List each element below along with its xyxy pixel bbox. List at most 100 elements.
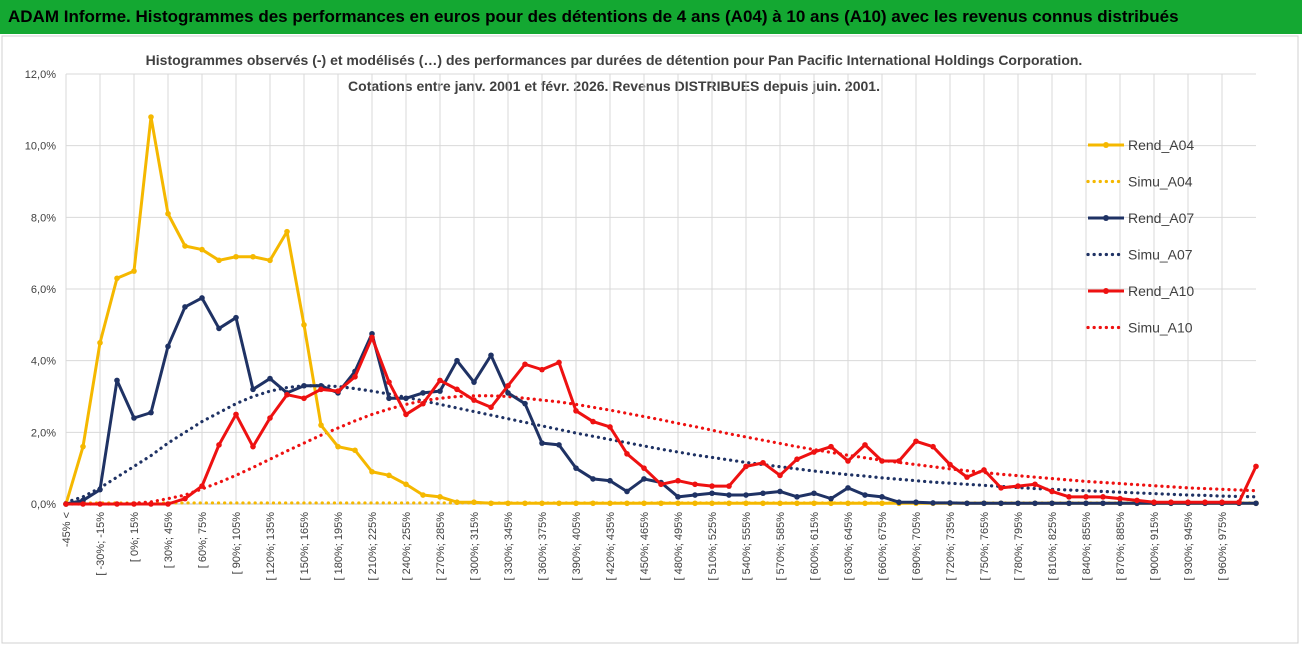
point-rend-a10 — [488, 404, 494, 411]
legend-label-rend-a04: Rend_A04 — [1128, 137, 1194, 153]
x-tick-label: [ 750%; 765% — [979, 512, 991, 581]
x-tick-label: [ 120%; 135% — [265, 512, 277, 581]
point-rend-a07 — [454, 357, 460, 364]
point-rend-a10 — [845, 458, 851, 464]
x-tick-label: [ 570%; 585% — [775, 512, 787, 581]
point-rend-a10 — [1032, 481, 1038, 488]
point-rend-a10 — [471, 397, 477, 403]
chart-border — [1, 35, 1299, 644]
point-rend-a07 — [1117, 500, 1123, 507]
x-tick-label: [ 600%; 615% — [809, 512, 821, 581]
point-rend-a10 — [947, 461, 953, 468]
point-rend-a04 — [777, 500, 783, 507]
x-tick-label: [ 390%; 405% — [571, 512, 583, 581]
point-rend-a04 — [216, 257, 222, 264]
legend-item-rend-a10: Rend_A10 — [1088, 283, 1194, 299]
point-rend-a10 — [284, 391, 290, 398]
point-rend-a10 — [148, 501, 154, 507]
x-tick-label: [ 0%; 15% — [129, 512, 141, 562]
y-tick-label: 10,0% — [25, 141, 56, 153]
x-tick-label: [ 60%; 75% — [197, 512, 209, 568]
point-rend-a10 — [777, 472, 783, 479]
point-rend-a10 — [1100, 494, 1106, 500]
point-rend-a10 — [692, 481, 698, 488]
point-rend-a10 — [318, 386, 324, 393]
point-rend-a04 — [148, 114, 154, 120]
point-rend-a07 — [1015, 500, 1021, 507]
chart-container: Histogrammes observés (-) et modélisés (… — [0, 34, 1302, 647]
point-rend-a07 — [556, 442, 562, 448]
point-rend-a10 — [1202, 499, 1208, 506]
point-rend-a07 — [607, 477, 613, 484]
x-tick-label: [ 150%; 165% — [299, 512, 311, 581]
point-rend-a07 — [199, 295, 205, 301]
point-rend-a07 — [896, 499, 902, 506]
point-rend-a04 — [233, 253, 239, 260]
y-tick-label: 2,0% — [31, 427, 56, 439]
x-tick-label: [ 450%; 465% — [639, 512, 651, 581]
point-rend-a10 — [1253, 463, 1259, 470]
x-tick-label: [ 360%; 375% — [537, 512, 549, 581]
point-rend-a04 — [420, 492, 426, 498]
point-rend-a04 — [726, 500, 732, 507]
x-tick-label: [ 630%; 645% — [843, 512, 855, 581]
point-rend-a04 — [318, 422, 324, 428]
legend-item-rend-a07: Rend_A07 — [1088, 210, 1194, 226]
point-rend-a07 — [1100, 500, 1106, 507]
x-tick-label: [ 690%; 705% — [911, 512, 923, 581]
point-rend-a07 — [267, 375, 273, 382]
legend-marker-rend-a10 — [1103, 288, 1109, 294]
x-tick-label: [ 210%; 225% — [367, 512, 379, 581]
x-tick-label: [ 720%; 735% — [945, 512, 957, 581]
point-rend-a04 — [794, 500, 800, 507]
point-rend-a04 — [675, 500, 681, 507]
line-simu-a10 — [64, 394, 1258, 506]
point-rend-a04 — [641, 500, 647, 507]
point-rend-a07 — [403, 395, 409, 402]
series-rend-a10 — [63, 334, 1259, 507]
point-rend-a10 — [641, 465, 647, 471]
point-rend-a07 — [233, 314, 239, 321]
point-rend-a10 — [522, 361, 528, 368]
point-rend-a04 — [522, 500, 528, 507]
point-rend-a07 — [879, 494, 885, 500]
point-rend-a04 — [692, 500, 698, 507]
x-tick-label: [ 420%; 435% — [605, 512, 617, 581]
point-rend-a10 — [811, 449, 817, 455]
point-rend-a07 — [641, 476, 647, 482]
point-rend-a10 — [998, 485, 1004, 491]
point-rend-a07 — [760, 490, 766, 497]
point-rend-a04 — [437, 494, 443, 500]
point-rend-a04 — [845, 500, 851, 507]
x-tick-label: [ 30%; 45% — [163, 512, 175, 568]
x-tick-label: [ 180%; 195% — [333, 512, 345, 581]
point-rend-a10 — [913, 438, 919, 445]
legend-label-simu-a04: Simu_A04 — [1128, 174, 1193, 190]
point-rend-a10 — [250, 443, 256, 450]
point-rend-a07 — [811, 490, 817, 497]
point-rend-a10 — [964, 474, 970, 480]
y-tick-label: 6,0% — [31, 284, 56, 296]
x-tick-label: [ 930%; 945% — [1183, 512, 1195, 581]
point-rend-a04 — [505, 500, 511, 507]
point-rend-a10 — [505, 382, 511, 389]
point-rend-a04 — [386, 472, 392, 479]
point-rend-a04 — [182, 243, 188, 249]
y-tick-label: 0,0% — [31, 499, 56, 511]
series-simu-a07 — [64, 384, 1258, 504]
chart-background — [0, 34, 1302, 647]
point-rend-a04 — [658, 500, 664, 507]
legend-label-rend-a07: Rend_A07 — [1128, 210, 1194, 226]
x-tick-label: [ -30%; -15% — [95, 512, 107, 576]
point-rend-a10 — [1015, 483, 1021, 489]
series-layer — [63, 114, 1259, 507]
point-rend-a10 — [590, 418, 596, 425]
x-tick-label: [ 810%; 825% — [1047, 512, 1059, 581]
x-tick-label: [ 90%; 105% — [231, 512, 243, 575]
point-rend-a04 — [131, 268, 137, 274]
point-rend-a10 — [896, 458, 902, 464]
point-rend-a07 — [675, 494, 681, 500]
point-rend-a04 — [165, 210, 171, 217]
point-rend-a10 — [369, 334, 375, 341]
point-rend-a04 — [488, 500, 494, 507]
